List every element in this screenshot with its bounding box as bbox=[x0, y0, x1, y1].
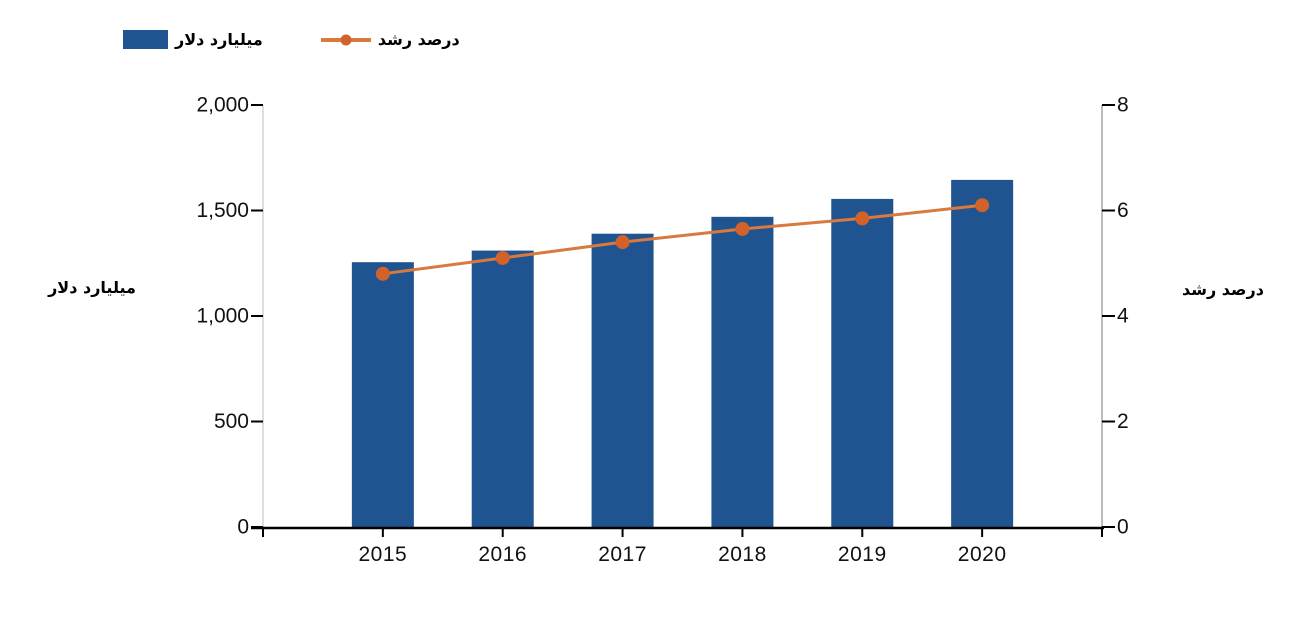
bar-series-swatch-icon bbox=[123, 30, 168, 49]
growth-point-2018 bbox=[735, 221, 750, 236]
line-series-dot-icon bbox=[340, 34, 352, 45]
x-axis-label-2019: 2019 bbox=[838, 543, 887, 566]
left-axis-tick-label-1,500: 1,500 bbox=[196, 199, 249, 222]
x-axis-label-2018: 2018 bbox=[718, 543, 767, 566]
right-axis-tick-label-2: 2 bbox=[1117, 410, 1129, 433]
left-axis-tick-label-500: 500 bbox=[214, 410, 249, 433]
growth-line bbox=[381, 203, 984, 276]
growth-point-2017 bbox=[615, 235, 630, 250]
bar-2018 bbox=[711, 216, 774, 527]
bar-2019 bbox=[831, 198, 894, 527]
growth-point-2015 bbox=[375, 266, 390, 281]
growth-point-2020 bbox=[975, 198, 990, 213]
legend-item-line-series[interactable]: درصد رشد bbox=[320, 30, 460, 49]
bar-2017 bbox=[591, 233, 654, 527]
legend-item-bar-series[interactable]: میلیارد دلار bbox=[123, 30, 263, 49]
left-axis-title: میلیارد دلار bbox=[48, 278, 136, 297]
left-axis-tick-label-2,000: 2,000 bbox=[196, 94, 249, 117]
growth-point-2016 bbox=[495, 250, 510, 265]
growth-point-2019 bbox=[855, 211, 870, 226]
left-axis-tick-label-0: 0 bbox=[237, 516, 249, 539]
x-axis-label-2016: 2016 bbox=[478, 543, 527, 566]
x-axis-label-2020: 2020 bbox=[958, 543, 1007, 566]
bar-2020 bbox=[951, 179, 1014, 527]
right-axis-tick-label-0: 0 bbox=[1117, 516, 1129, 539]
right-axis-tick-label-6: 6 bbox=[1117, 199, 1129, 222]
right-axis-tick-label-8: 8 bbox=[1117, 94, 1129, 117]
left-axis-tick-label-1,000: 1,000 bbox=[196, 305, 249, 328]
legend-line-label: درصد رشد bbox=[377, 30, 460, 49]
x-axis-label-2017: 2017 bbox=[598, 543, 647, 566]
bar-2015 bbox=[351, 262, 414, 527]
right-axis-tick-label-4: 4 bbox=[1117, 305, 1129, 328]
right-axis-title: درصد رشد bbox=[1182, 280, 1264, 299]
x-axis-label-2015: 2015 bbox=[358, 543, 407, 566]
chart-legend: میلیارد دلار درصد رشد bbox=[123, 30, 460, 49]
bar-2016 bbox=[471, 250, 534, 527]
legend-bar-label: میلیارد دلار bbox=[175, 30, 263, 49]
line-series-swatch-icon bbox=[320, 34, 371, 45]
